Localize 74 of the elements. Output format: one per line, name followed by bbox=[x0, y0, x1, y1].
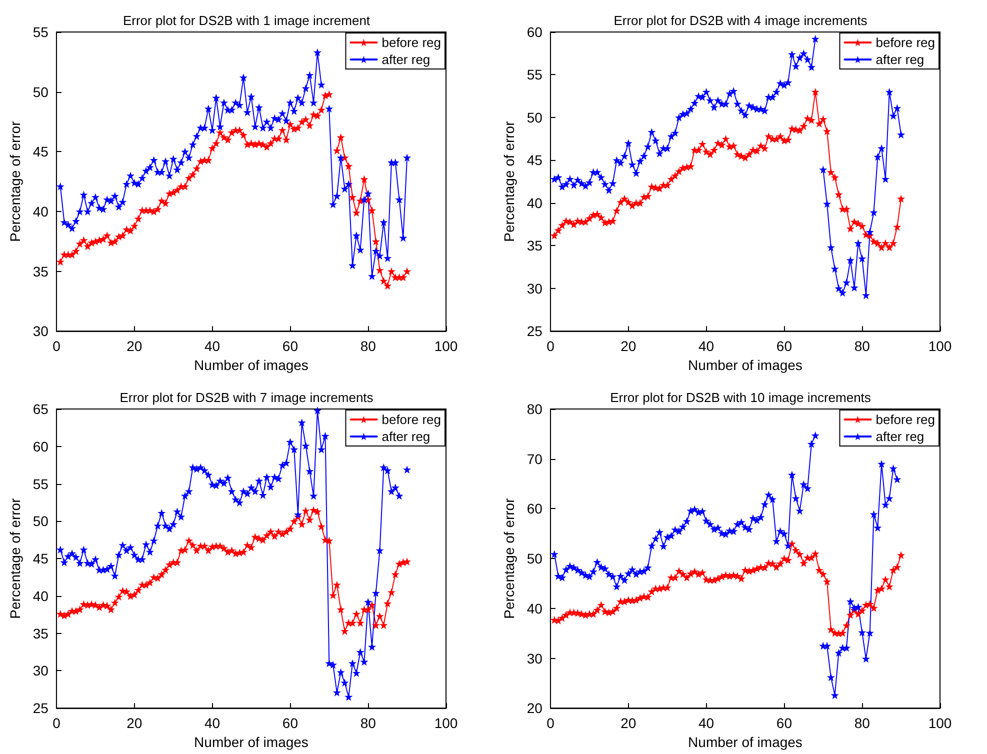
y-tick-label: 55 bbox=[32, 476, 49, 492]
x-tick-label: 40 bbox=[698, 715, 714, 732]
x-tick-label: 80 bbox=[854, 715, 870, 732]
x-tick-label: 0 bbox=[52, 715, 61, 732]
y-tick-label: 25 bbox=[32, 700, 49, 716]
x-tick-label: 60 bbox=[776, 715, 792, 732]
y-tick-label: 30 bbox=[526, 650, 543, 666]
y-axis-title: Percentage of error bbox=[7, 120, 23, 242]
x-tick-label: 80 bbox=[854, 338, 870, 354]
y-tick-label: 40 bbox=[32, 203, 49, 220]
y-tick-label: 60 bbox=[32, 438, 49, 454]
y-tick-label: 40 bbox=[526, 600, 543, 616]
legend-label: after reg bbox=[382, 52, 430, 67]
y-tick-label: 25 bbox=[526, 323, 543, 340]
legend-label: after reg bbox=[876, 429, 924, 444]
x-tick-label: 20 bbox=[126, 715, 142, 732]
y-tick-label: 30 bbox=[32, 662, 49, 679]
x-tick-label: 20 bbox=[126, 338, 142, 354]
x-tick-label: 100 bbox=[928, 715, 952, 732]
legend-label: before reg bbox=[382, 35, 442, 50]
y-tick-label: 30 bbox=[526, 280, 543, 296]
x-tick-label: 100 bbox=[928, 338, 952, 354]
y-tick-label: 35 bbox=[526, 238, 543, 254]
y-axis-title: Percentage of error bbox=[7, 498, 23, 619]
y-tick-label: 35 bbox=[32, 263, 49, 280]
x-tick-label: 80 bbox=[360, 715, 376, 732]
x-tick-label: 60 bbox=[776, 338, 792, 354]
x-axis-title: Number of images bbox=[688, 357, 802, 373]
chart-title: Error plot for DS2B with 1 image increment bbox=[122, 13, 370, 28]
x-tick-label: 100 bbox=[434, 715, 458, 732]
y-tick-label: 20 bbox=[526, 700, 543, 716]
y-tick-label: 35 bbox=[32, 625, 49, 642]
y-tick-label: 55 bbox=[526, 66, 543, 83]
y-tick-label: 50 bbox=[526, 550, 543, 567]
y-tick-label: 45 bbox=[526, 152, 543, 168]
legend-label: after reg bbox=[382, 429, 430, 444]
y-axis-title: Percentage of error bbox=[501, 120, 517, 242]
x-tick-label: 40 bbox=[698, 338, 714, 354]
legend-label: before reg bbox=[876, 35, 936, 50]
chart-title: Error plot for DS2B with 7 image increments bbox=[120, 390, 374, 405]
y-tick-label: 45 bbox=[32, 144, 49, 160]
y-tick-label: 55 bbox=[32, 24, 49, 40]
x-tick-label: 20 bbox=[620, 338, 636, 354]
legend-label: after reg bbox=[876, 52, 924, 67]
x-tick-label: 0 bbox=[52, 338, 61, 354]
x-tick-label: 80 bbox=[360, 338, 376, 354]
y-tick-label: 40 bbox=[32, 588, 49, 604]
y-tick-label: 70 bbox=[526, 450, 543, 467]
x-tick-label: 0 bbox=[546, 338, 555, 354]
y-axis-title: Percentage of error bbox=[501, 498, 517, 619]
y-tick-label: 80 bbox=[526, 401, 543, 417]
y-tick-label: 40 bbox=[526, 194, 543, 211]
chart-title: Error plot for DS2B with 10 image increments bbox=[610, 390, 872, 405]
x-axis-title: Number of images bbox=[194, 734, 308, 750]
x-tick-label: 0 bbox=[546, 715, 555, 732]
x-tick-label: 60 bbox=[282, 338, 298, 354]
legend-label: before reg bbox=[382, 412, 442, 427]
x-tick-label: 100 bbox=[434, 338, 458, 354]
x-tick-label: 20 bbox=[620, 715, 636, 732]
x-axis-title: Number of images bbox=[688, 734, 802, 750]
chart-title: Error plot for DS2B with 4 image increments bbox=[614, 13, 868, 28]
y-tick-label: 65 bbox=[32, 401, 49, 417]
y-tick-label: 30 bbox=[32, 323, 49, 340]
y-tick-label: 60 bbox=[526, 500, 543, 517]
x-tick-label: 40 bbox=[204, 715, 220, 732]
x-tick-label: 60 bbox=[282, 715, 298, 732]
y-tick-label: 50 bbox=[32, 84, 49, 100]
legend-label: before reg bbox=[876, 412, 936, 427]
x-tick-label: 40 bbox=[204, 338, 220, 354]
y-tick-label: 60 bbox=[526, 24, 543, 40]
y-tick-label: 45 bbox=[32, 550, 49, 567]
y-tick-label: 50 bbox=[32, 513, 49, 530]
x-axis-title: Number of images bbox=[194, 357, 308, 373]
y-tick-label: 50 bbox=[526, 109, 543, 126]
